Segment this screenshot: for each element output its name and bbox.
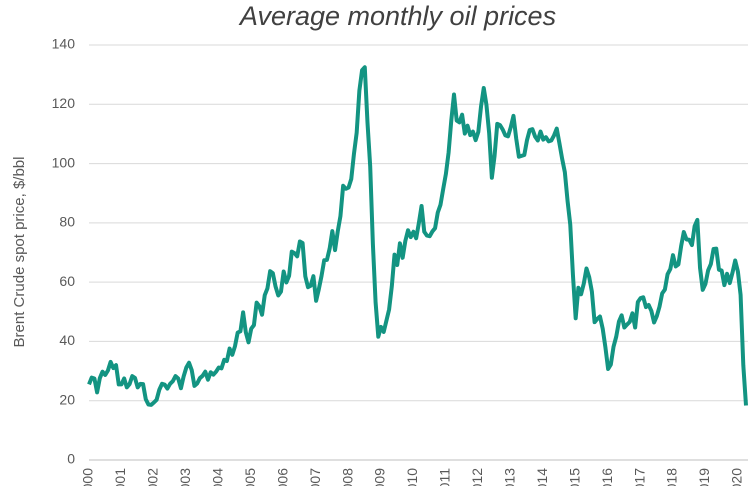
- x-tick-label: 2009: [372, 468, 388, 486]
- y-axis-label: Brent Crude spot price, $/bbl: [11, 157, 28, 348]
- y-tick-label: 20: [59, 391, 75, 407]
- y-tick-label: 140: [52, 36, 76, 52]
- y-tick-label: 120: [52, 95, 76, 111]
- y-tick-label: 0: [67, 451, 75, 467]
- x-tick-label: 2015: [566, 468, 582, 486]
- price-line: [87, 65, 748, 407]
- x-tick-label: 2006: [274, 468, 290, 486]
- x-tick-label: 2008: [339, 468, 355, 486]
- x-tick-label: 2018: [664, 468, 680, 486]
- x-tick-label: 2011: [437, 468, 453, 486]
- x-tick-label: 2004: [209, 468, 225, 486]
- y-tick-label: 40: [59, 332, 75, 348]
- x-tick-label: 2012: [469, 468, 485, 486]
- x-tick-label: 2020: [729, 468, 745, 486]
- x-tick-label: 2016: [599, 468, 615, 486]
- x-tick-label: 2002: [145, 468, 161, 486]
- x-tick-label: 2019: [696, 468, 712, 486]
- x-tick-label: 2007: [307, 468, 323, 486]
- x-tick-label: 2005: [242, 468, 258, 486]
- x-tick-label: 2003: [177, 468, 193, 486]
- x-tick-label: 2001: [112, 468, 128, 486]
- x-tick-label: 2014: [534, 468, 550, 486]
- y-tick-label: 100: [52, 154, 76, 170]
- x-tick-label: 2013: [501, 468, 517, 486]
- x-tick-label: 2000: [80, 468, 96, 486]
- y-tick-label: 80: [59, 214, 75, 230]
- chart-title: Average monthly oil prices: [238, 1, 556, 31]
- x-tick-label: 2017: [631, 468, 647, 486]
- y-tick-label: 60: [59, 273, 75, 289]
- x-tick-label: 2010: [404, 468, 420, 486]
